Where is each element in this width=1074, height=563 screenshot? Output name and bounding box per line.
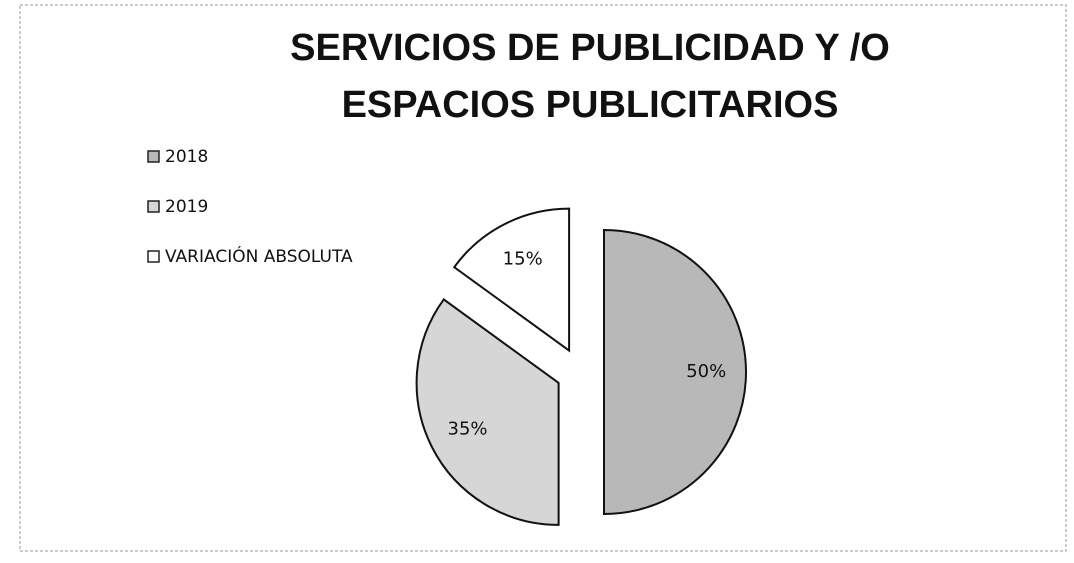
data-label: 15% [503, 249, 543, 270]
pie-slice [415, 298, 560, 526]
legend-label: VARIACIÓN ABSOLUTA [165, 245, 353, 267]
legend-swatch [147, 150, 160, 163]
chart-title: ESPACIOS PUBLICITARIOS [342, 84, 839, 126]
legend-label: 2018 [165, 147, 208, 167]
legend-swatch [147, 200, 160, 213]
data-label: 35% [448, 418, 488, 439]
legend-label: 2019 [165, 197, 208, 217]
legend-swatch [147, 250, 160, 263]
chart-title: SERVICIOS DE PUBLICIDAD Y /O [290, 27, 890, 69]
pie-slice [603, 228, 747, 516]
data-label: 50% [686, 361, 726, 382]
pie-slice [452, 207, 571, 353]
